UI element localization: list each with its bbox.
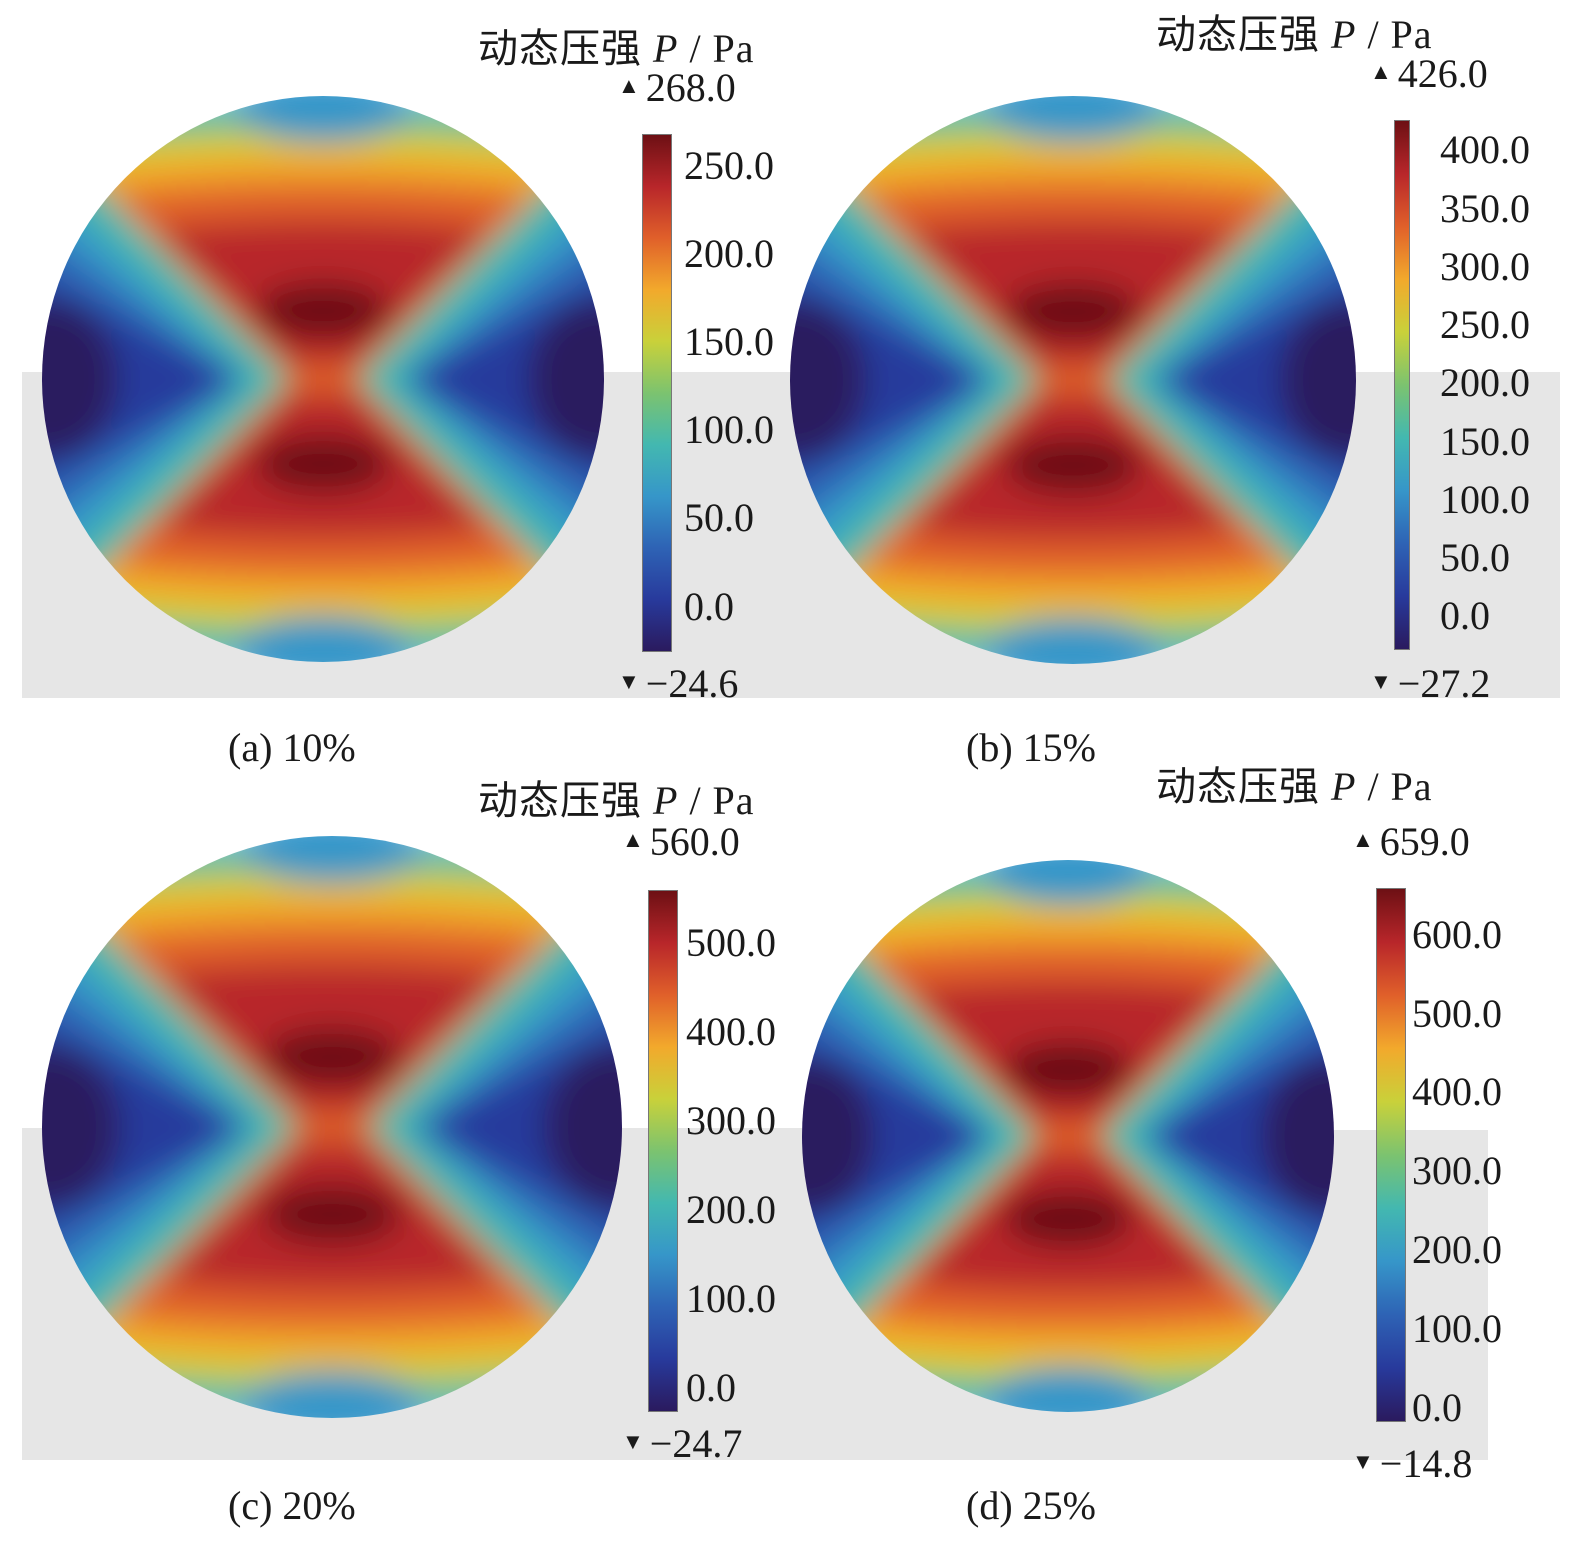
min-value: −24.7 [649,1421,743,1466]
colorbar-title-text: 动态压强 [1156,12,1320,57]
colorbar-tick-label: 0.0 [1412,1385,1462,1431]
colorbar-tick-label: 500.0 [1412,990,1502,1036]
panel-c-colorbar [648,890,678,1412]
min-value: −24.6 [645,661,739,706]
panel-b-max: ▲ 426.0 [1370,50,1488,97]
colorbar-tick-label: 400.0 [1440,127,1530,173]
colorbar-tick-label: 200.0 [686,1187,776,1233]
colorbar-tick-label: 300.0 [1412,1148,1502,1194]
panel-c-caption: (c) 20% [228,1483,356,1528]
colorbar-tick-label: 350.0 [1440,185,1530,231]
max-triangle-icon: ▲ [1370,58,1392,84]
colorbar-tick-label: 400.0 [686,1009,776,1055]
colorbar-tick-label: 200.0 [684,230,774,276]
colorbar-title-text: 动态压强 [1156,764,1320,809]
colorbar-tick-label: 100.0 [1440,476,1530,522]
min-triangle-icon: ▼ [1352,1448,1374,1474]
panel-c-min: ▼ −24.7 [622,1420,742,1467]
max-triangle-icon: ▲ [618,72,640,98]
colorbar-tick-label: 150.0 [684,319,774,365]
max-value: 560.0 [649,819,740,864]
panel-d-min: ▼ −14.8 [1352,1440,1472,1487]
colorbar-tick-label: 150.0 [1440,418,1530,464]
panel-a-caption: (a) 10% [228,725,356,770]
panel-c-colorbar-title: 动态压强 P / Pa [478,768,755,826]
panel-a-min: ▼ −24.6 [618,660,738,707]
colorbar-tick-label: 50.0 [684,495,754,541]
max-value: 426.0 [1397,51,1488,96]
max-value: 659.0 [1379,819,1470,864]
colorbar-tick-label: 300.0 [1440,243,1530,289]
min-triangle-icon: ▼ [1370,668,1392,694]
colorbar-unit: / Pa [1367,12,1433,57]
colorbar-tick-label: 0.0 [684,583,734,629]
colorbar-tick-label: 200.0 [1412,1227,1502,1273]
colorbar-tick-label: 100.0 [684,407,774,453]
colorbar-symbol: P [653,778,679,823]
colorbar-tick-label: 50.0 [1440,535,1510,581]
colorbar-title-text: 动态压强 [478,26,642,71]
colorbar-tick-label: 100.0 [1412,1306,1502,1352]
min-triangle-icon: ▼ [622,1428,644,1454]
panel-a-colorbar-title: 动态压强 P / Pa [478,16,755,74]
min-value: −27.2 [1397,661,1491,706]
colorbar-tick-label: 250.0 [1440,302,1530,348]
panel-d-max: ▲ 659.0 [1352,818,1470,865]
min-triangle-icon: ▼ [618,668,640,694]
panel-b-caption: (b) 15% [966,725,1096,770]
colorbar-tick-label: 600.0 [1412,911,1502,957]
panel-a-max: ▲ 268.0 [618,64,736,111]
min-value: −14.8 [1379,1441,1473,1486]
max-triangle-icon: ▲ [1352,826,1374,852]
colorbar-tick-label: 0.0 [1440,593,1490,639]
colorbar-tick-label: 100.0 [686,1276,776,1322]
panel-c-max: ▲ 560.0 [622,818,740,865]
colorbar-tick-label: 500.0 [686,920,776,966]
colorbar-unit: / Pa [1367,764,1433,809]
max-value: 268.0 [645,65,736,110]
panel-a-pressure-disc [42,96,604,662]
colorbar-tick-label: 250.0 [684,142,774,188]
max-triangle-icon: ▲ [622,826,644,852]
colorbar-symbol: P [1331,764,1357,809]
panel-b-colorbar [1394,120,1410,650]
colorbar-title-text: 动态压强 [478,778,642,823]
colorbar-symbol: P [653,26,679,71]
panel-d-colorbar [1376,888,1406,1422]
panel-d-pressure-disc [802,860,1334,1412]
panel-d-colorbar-title: 动态压强 P / Pa [1156,754,1433,812]
colorbar-tick-label: 0.0 [686,1365,736,1411]
panel-b-min: ▼ −27.2 [1370,660,1490,707]
panel-c-pressure-disc [42,836,622,1418]
panel-d-caption: (d) 25% [966,1483,1096,1528]
panel-b-pressure-disc [790,96,1356,664]
panel-a-colorbar [642,134,672,652]
colorbar-tick-label: 300.0 [686,1098,776,1144]
colorbar-tick-label: 400.0 [1412,1069,1502,1115]
colorbar-unit: / Pa [689,26,755,71]
colorbar-tick-label: 200.0 [1440,360,1530,406]
colorbar-symbol: P [1331,12,1357,57]
panel-b-colorbar-title: 动态压强 P / Pa [1156,2,1433,60]
colorbar-unit: / Pa [689,778,755,823]
